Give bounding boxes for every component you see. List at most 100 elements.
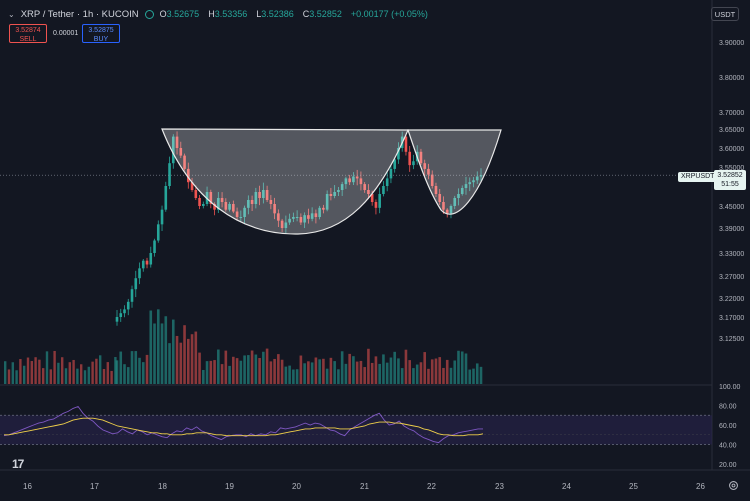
candle-body [235, 211, 239, 217]
volume-bar [397, 358, 400, 384]
time-axis-label: 26 [696, 482, 705, 491]
candle-body [340, 184, 344, 190]
ohlc-low: L3.52386 [256, 9, 294, 19]
currency-selector[interactable]: USDT [711, 7, 739, 21]
volume-bar [337, 369, 340, 384]
candle-body [352, 176, 355, 183]
settings-gear-icon[interactable] [728, 480, 739, 491]
volume-bar [273, 358, 276, 384]
candle-body [175, 136, 179, 148]
volume-bar [247, 355, 250, 384]
candle-body [277, 213, 280, 221]
volume-bar [389, 357, 393, 384]
candle-body [389, 168, 393, 179]
price-axis-label: 3.80000 [719, 75, 744, 82]
volume-bar [325, 368, 329, 384]
volume-bar [370, 362, 374, 384]
candle-body [423, 163, 427, 169]
volume-bar [34, 357, 37, 384]
collapse-chevron-icon[interactable]: ⌄ [8, 9, 15, 19]
candle-body [156, 224, 160, 241]
volume-bar [149, 310, 153, 384]
volume-bar [220, 364, 224, 384]
candle-body [314, 213, 318, 217]
candle-body [449, 206, 453, 214]
candle-body [370, 194, 374, 202]
volume-bar [205, 361, 209, 384]
candle-body [397, 148, 400, 160]
candle-body [202, 204, 205, 206]
volume-bar [393, 351, 396, 384]
candle-body [149, 253, 153, 265]
rsi-axis-label: 60.00 [719, 423, 737, 430]
candle-body [344, 178, 348, 185]
candle-body [194, 190, 198, 198]
candle-body [119, 313, 123, 317]
volume-bar [68, 362, 71, 384]
volume-bar [269, 361, 273, 384]
candle-body [468, 182, 472, 185]
volume-bar [198, 352, 201, 384]
volume-bar [114, 357, 117, 384]
candle-body [239, 217, 243, 218]
candle-body [141, 260, 145, 269]
candle-body [134, 278, 138, 290]
volume-bar [479, 366, 483, 384]
volume-bar [445, 359, 449, 384]
volume-bar [442, 367, 445, 384]
volume-bar [141, 362, 145, 384]
volume-bar [460, 351, 464, 384]
buy-button[interactable]: 3.52875 BUY [82, 24, 120, 43]
volume-bar [449, 367, 453, 384]
volume-bar [280, 359, 284, 384]
price-axis-label: 3.39000 [719, 226, 744, 233]
volume-bar [175, 335, 179, 384]
candle-body [363, 184, 366, 190]
buy-price: 3.52875 [88, 27, 114, 34]
candle-body [303, 215, 306, 223]
volume-bar [374, 356, 378, 384]
spread-value: 0.00001 [53, 30, 79, 37]
candle-body [408, 151, 412, 166]
volume-bar [262, 351, 265, 384]
candle-body [472, 180, 475, 183]
candle-body [333, 192, 336, 196]
volume-bar [202, 369, 205, 384]
candle-body [329, 194, 333, 196]
volume-bar [292, 369, 295, 384]
sell-button[interactable]: 3.52874 SELL [9, 24, 47, 43]
candle-body [153, 240, 156, 253]
volume-bar [160, 323, 164, 384]
volume-bar [239, 360, 243, 384]
volume-bar [404, 349, 408, 384]
volume-bar [119, 351, 123, 384]
volume-bar [164, 316, 168, 384]
volume-bar [254, 354, 258, 384]
price-axis-label: 3.17000 [719, 315, 744, 322]
candle-body [299, 217, 303, 223]
candle-body [355, 176, 359, 179]
tradingview-logo-icon[interactable]: 17 [12, 457, 24, 471]
volume-bar [123, 364, 126, 384]
candle-body [412, 161, 415, 166]
volume-bar [224, 350, 228, 384]
candle-body [232, 204, 235, 212]
volume-bar [156, 309, 160, 384]
volume-bar [95, 358, 98, 384]
price-axis-label: 3.65000 [719, 127, 744, 134]
volume-bar [457, 350, 460, 384]
volume-bar [295, 369, 299, 384]
candle-body [464, 184, 468, 188]
volume-bar [430, 359, 434, 384]
volume-bar [475, 363, 479, 384]
candle-body [145, 260, 149, 265]
volume-bar [4, 361, 7, 384]
symbol-title[interactable]: XRP / Tether · 1h · KUCOIN [20, 8, 139, 20]
candle-body [209, 192, 213, 204]
symbol-header[interactable]: ⌄ XRP / Tether · 1h · KUCOIN O3.52675 H3… [8, 6, 431, 22]
candle-body [367, 190, 370, 194]
rsi-axis-label: 100.00 [719, 384, 741, 391]
candle-body [307, 215, 310, 219]
